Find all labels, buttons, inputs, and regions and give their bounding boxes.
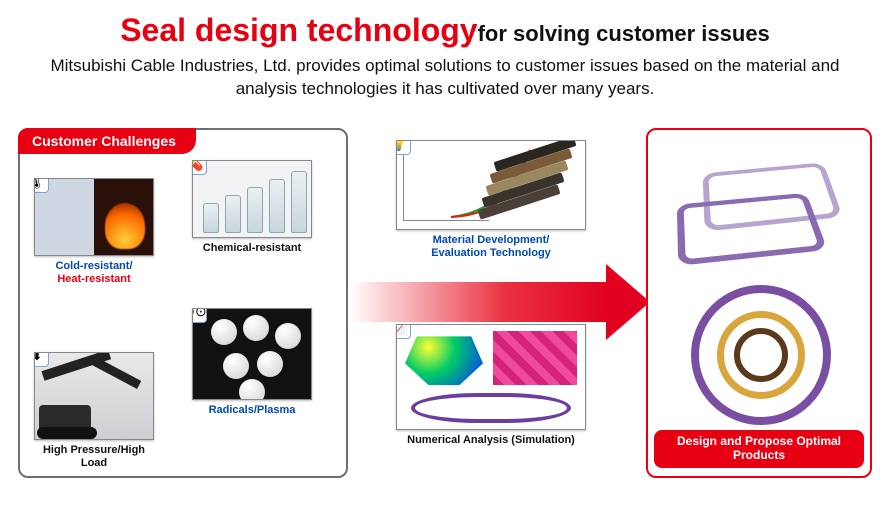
simulation-icon: 📈 [396, 324, 411, 339]
product-image-orings [668, 280, 850, 430]
card-image-cold-heat: 🌡 [34, 178, 154, 256]
material-dev-icon: 💡 [396, 140, 411, 155]
card-label-line1: Radicals/Plasma [192, 404, 312, 417]
card-label-line1: Material Development/ [396, 234, 586, 247]
card-material-dev: 💡 Material Development/Evaluation Technol… [396, 140, 586, 259]
card-label-line1: Numerical Analysis (Simulation) [396, 434, 586, 447]
panel-left-header: Customer Challenges [18, 128, 196, 154]
card-image-radicals: ⊙⊙ [192, 308, 312, 400]
card-label-line1: High Pressure/High Load [34, 444, 154, 469]
card-label-pressure: High Pressure/High Load [34, 444, 154, 469]
card-label-line1: Chemical-resistant [192, 242, 312, 255]
panel-customer-challenges: Customer Challenges 🌡 Cold-resistant/Heat… [18, 128, 348, 478]
oring-2 [734, 328, 788, 382]
subtitle: Mitsubishi Cable Industries, Ltd. provid… [40, 55, 850, 101]
card-image-material-dev: 💡 [396, 140, 586, 230]
panel-output: Design and Propose Optimal Products [646, 128, 872, 478]
header: Seal design technology for solving custo… [0, 0, 890, 101]
chemical-icon: 💊 [192, 160, 207, 175]
cold-heat-icon: 🌡 [34, 178, 49, 193]
mid-column: 💡 Material Development/Evaluation Technol… [366, 128, 614, 478]
radicals-icon: ⊙⊙ [192, 308, 207, 323]
card-radicals: ⊙⊙ Radicals/Plasma [192, 308, 312, 417]
card-label-chemical: Chemical-resistant [192, 242, 312, 255]
card-label-line2: Heat-resistant [34, 273, 154, 286]
panel-right-footer: Design and Propose Optimal Products [654, 430, 864, 468]
card-label-line1: Cold-resistant/ [34, 260, 154, 273]
diagram: Customer Challenges 🌡 Cold-resistant/Heat… [18, 128, 872, 498]
card-image-pressure: ⬇ [34, 352, 154, 440]
card-image-simulation: 📈 [396, 324, 586, 430]
card-label-cold-heat: Cold-resistant/Heat-resistant [34, 260, 154, 285]
card-label-line2: Evaluation Technology [396, 247, 586, 260]
card-label-radicals: Radicals/Plasma [192, 404, 312, 417]
card-chemical: 💊 Chemical-resistant [192, 160, 312, 255]
card-label-material-dev: Material Development/Evaluation Technolo… [396, 234, 586, 259]
title-main: Seal design technology [120, 12, 477, 48]
card-simulation: 📈 Numerical Analysis (Simulation) [396, 324, 586, 447]
rect-seal-front [677, 193, 828, 266]
title-line: Seal design technology for solving custo… [40, 12, 850, 49]
product-image-seals [668, 154, 850, 264]
title-sub: for solving customer issues [478, 21, 770, 46]
card-label-simulation: Numerical Analysis (Simulation) [396, 434, 586, 447]
card-pressure: ⬇ High Pressure/High Load [34, 352, 154, 469]
card-cold-heat: 🌡 Cold-resistant/Heat-resistant [34, 178, 154, 285]
pressure-icon: ⬇ [34, 352, 49, 367]
card-image-chemical: 💊 [192, 160, 312, 238]
